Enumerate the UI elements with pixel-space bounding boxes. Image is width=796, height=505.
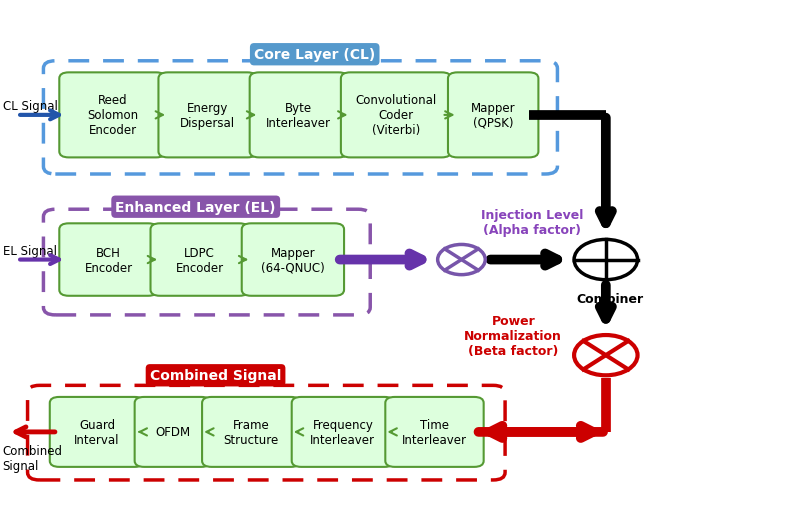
Text: Frequency
Interleaver: Frequency Interleaver (310, 418, 376, 446)
FancyBboxPatch shape (448, 73, 538, 158)
Text: Injection Level
(Alpha factor): Injection Level (Alpha factor) (482, 209, 583, 236)
Text: Combined Signal: Combined Signal (150, 369, 281, 382)
FancyBboxPatch shape (59, 73, 166, 158)
Text: Time
Interleaver: Time Interleaver (402, 418, 467, 446)
Text: CL Signal: CL Signal (3, 100, 58, 113)
Text: Core Layer (CL): Core Layer (CL) (254, 48, 376, 62)
Text: Guard
Interval: Guard Interval (74, 418, 119, 446)
Text: Mapper
(QPSK): Mapper (QPSK) (471, 102, 516, 130)
Text: OFDM: OFDM (155, 426, 190, 438)
Text: Byte
Interleaver: Byte Interleaver (267, 102, 331, 130)
FancyBboxPatch shape (158, 73, 257, 158)
Text: Reed
Solomon
Encoder: Reed Solomon Encoder (87, 94, 138, 137)
Text: Energy
Dispersal: Energy Dispersal (180, 102, 235, 130)
Text: Mapper
(64-QNUC): Mapper (64-QNUC) (261, 246, 325, 274)
FancyBboxPatch shape (250, 73, 348, 158)
FancyBboxPatch shape (202, 397, 300, 467)
FancyBboxPatch shape (135, 397, 211, 467)
Text: Frame
Structure: Frame Structure (224, 418, 279, 446)
FancyBboxPatch shape (150, 224, 249, 296)
Text: Convolutional
Coder
(Viterbi): Convolutional Coder (Viterbi) (355, 94, 437, 137)
Text: Enhanced Layer (EL): Enhanced Layer (EL) (115, 200, 276, 214)
Text: Power
Normalization
(Beta factor): Power Normalization (Beta factor) (464, 314, 562, 357)
FancyBboxPatch shape (242, 224, 344, 296)
FancyBboxPatch shape (341, 73, 451, 158)
Text: Combiner: Combiner (576, 293, 643, 306)
Text: Combined
Signal: Combined Signal (2, 444, 62, 473)
Text: BCH
Encoder: BCH Encoder (84, 246, 133, 274)
Text: LDPC
Encoder: LDPC Encoder (176, 246, 224, 274)
FancyBboxPatch shape (385, 397, 484, 467)
FancyBboxPatch shape (59, 224, 158, 296)
Text: EL Signal: EL Signal (3, 244, 57, 258)
FancyBboxPatch shape (291, 397, 394, 467)
FancyBboxPatch shape (50, 397, 144, 467)
